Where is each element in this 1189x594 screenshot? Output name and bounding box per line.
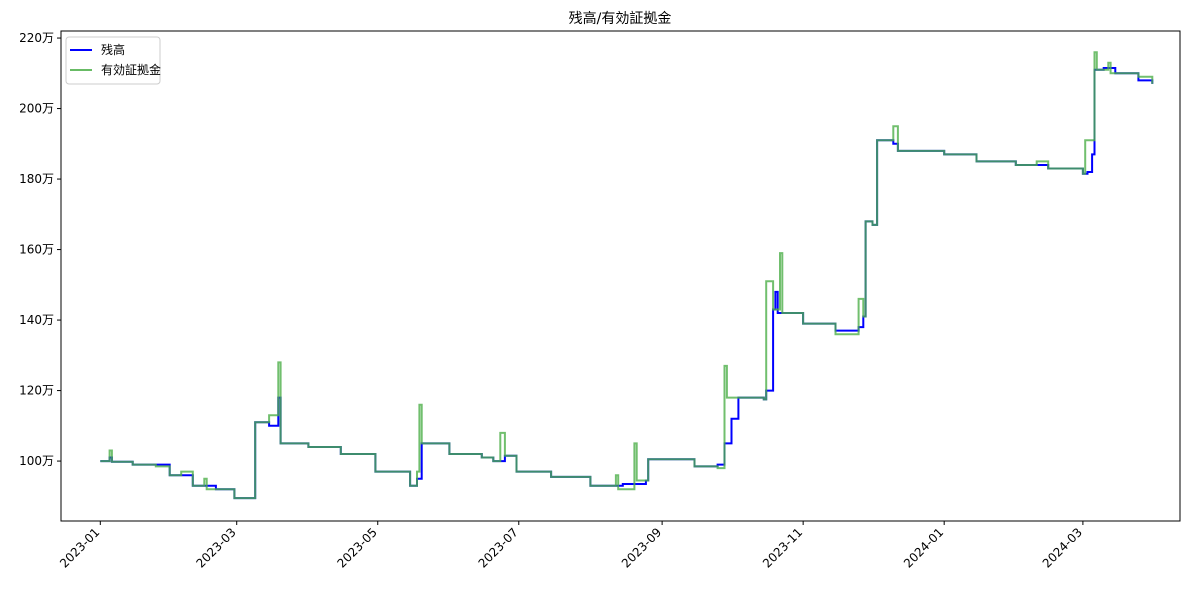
chart-title: 残高/有効証拠金 [569,10,672,27]
y-tick-label: 220万 [19,31,54,45]
legend-label-balance: 残高 [101,42,125,57]
legend-box [65,36,161,85]
x-tick-label: 2023-01 [57,525,102,570]
y-tick-label: 200万 [19,102,54,116]
series-line-0 [100,67,1154,500]
y-tick-label: 160万 [19,243,54,257]
y-tick-label: 120万 [19,384,54,398]
x-tick-label: 2023-05 [335,525,380,570]
x-tick-label: 2023-03 [193,525,238,570]
y-tick-label: 100万 [19,454,54,468]
y-tick-label: 140万 [19,313,54,327]
x-tick-label: 2023-09 [619,525,664,570]
x-tick-label: 2024-03 [1040,525,1085,570]
x-tick-label: 2023-11 [760,525,805,570]
x-tick-label: 2024-01 [901,525,946,570]
plot-frame [60,30,1181,522]
series-line-1 [100,51,1154,500]
x-tick-label: 2023-07 [476,525,521,570]
y-tick-label: 180万 [19,172,54,186]
legend-label-margin: 有効証拠金 [101,62,161,77]
legend: 残高 有効証拠金 [65,36,161,85]
